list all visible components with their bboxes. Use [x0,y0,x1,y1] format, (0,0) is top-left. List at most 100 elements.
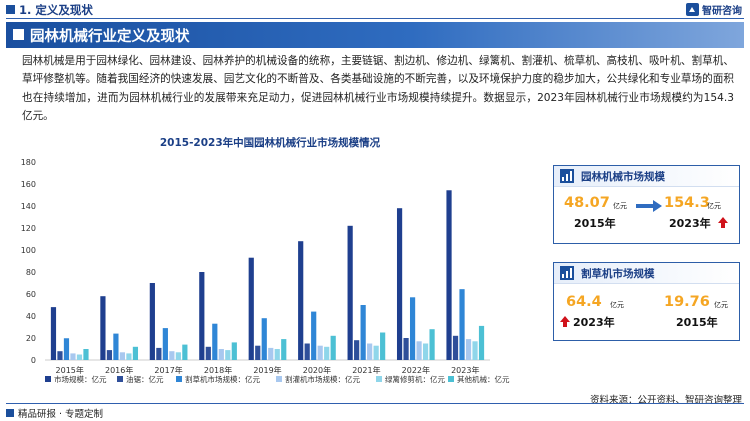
bar [478,325,485,360]
bar [199,272,205,360]
up-arrow-icon [718,217,728,228]
bar [330,335,336,360]
mower-2023-year: 2023年 [573,316,615,329]
banner-marker-icon [13,29,24,40]
legend-swatch [45,376,51,382]
y-tick-label: 120 [21,224,36,233]
section-marker-icon [6,5,15,14]
legend-label: 割草机市场规模：亿元 [185,374,260,384]
footer-tagline: 精品研报 · 专题定制 [6,406,103,420]
bar [169,351,175,360]
brand-logo-text: 智研咨询 [702,6,742,17]
y-tick-label: 100 [21,246,36,255]
garden-market-card: 园林机械市场规模 48.07 亿元 2015年 154.3 亿元 2023年 [553,165,740,244]
garden-card-header: 园林机械市场规模 [554,166,739,187]
y-tick-label: 140 [21,202,36,211]
mower-card-title: 割草机市场规模 [581,268,655,280]
bar [100,296,106,360]
legend-swatch [176,376,182,382]
bar [149,283,155,360]
bar [354,340,360,360]
mower-card-header: 割草机市场规模 [554,263,739,284]
mower-2015-year: 2015年 [676,316,718,329]
bar [113,333,119,360]
top-bar: 1. 定义及现状 智研咨询 [0,0,750,20]
bar [182,344,188,360]
legend-label: 绿篱修剪机：亿元 [385,374,445,384]
mower-2015-value: 19.76 [664,294,710,310]
bar [205,346,211,360]
bar [126,353,132,360]
legend-label: 割灌机市场规模：亿元 [285,374,360,384]
bar [459,289,465,360]
bar [132,346,139,360]
bar [452,335,459,360]
top-divider [6,18,744,19]
bar [162,328,168,360]
y-tick-label: 80 [26,268,36,277]
right-arrow-icon [636,200,662,212]
bar [248,257,254,360]
bar [416,341,422,360]
bar [446,190,452,360]
bar [268,347,274,360]
bar [255,345,261,360]
intro-paragraph: 园林机械是用于园林绿化、园林建设、园林养护的机械设备的统称，主要链锯、割边机、修… [22,55,734,123]
x-tick-label: 2019年 [253,365,281,375]
bar [367,343,373,360]
mower-2015-unit: 亿元 [714,301,728,309]
bar [119,352,126,360]
chart-title: 2015-2023年中国园林机械行业市场规模情况 [159,137,381,149]
y-tick-label: 0 [31,356,36,365]
bar [396,208,403,360]
market-size-chart: 0 20 40 60 80 100 120 140 160 180 2015年 2016年 2017年 2… [21,158,510,384]
banner-title: 园林机械行业定义及现状 [30,29,190,45]
source-note: 资料来源：公开资料、智研咨询整理 [589,395,742,406]
bar [304,343,310,360]
garden-card-title: 园林机械市场规模 [581,171,665,183]
garden-2015-value: 48.07 [564,195,610,211]
bar [83,349,89,360]
y-tick-label: 180 [21,158,36,167]
garden-2023-unit: 亿元 [707,202,721,210]
bar [212,323,218,360]
bar [403,338,409,360]
brand-logo: 智研咨询 [686,2,742,17]
bar [298,241,304,360]
bar [317,345,323,360]
mower-card-body: 64.4 亿元 2023年 19.76 亿元 2015年 [554,284,739,340]
legend-swatch [376,376,382,382]
bar [409,297,416,360]
bar [106,350,113,360]
y-tick-label: 160 [21,180,36,189]
chart-growth-icon [560,266,574,280]
bar [422,343,429,360]
x-tick-label: 2023年 [451,365,479,375]
y-tick-label: 60 [26,290,36,299]
bar [225,350,231,360]
bar [472,341,478,360]
bar [281,339,287,360]
bar [373,345,379,360]
footer-tagline-text: 精品研报 · 专题定制 [18,409,104,420]
bar [347,225,353,360]
bar [261,318,267,360]
legend-label: 其他机械：亿元 [457,374,510,384]
x-tick-label: 2018年 [204,365,232,375]
brand-logo-icon [686,3,699,16]
bar [57,351,63,360]
legend-label: 市场规模：亿元 [54,374,107,384]
bar [76,354,83,360]
x-tick-label: 2020年 [303,365,331,375]
x-tick-label: 2021年 [352,365,380,375]
up-arrow-icon [560,316,570,327]
garden-card-body: 48.07 亿元 2015年 154.3 亿元 2023年 [554,187,739,243]
bar [429,329,435,360]
footer-marker-icon [6,409,14,417]
legend-swatch [276,376,282,382]
mower-market-card: 割草机市场规模 64.4 亿元 2023年 19.76 亿元 2015年 [553,262,740,341]
bar [63,338,70,360]
legend-swatch [448,376,454,382]
bar [311,311,317,360]
bar [50,307,57,360]
